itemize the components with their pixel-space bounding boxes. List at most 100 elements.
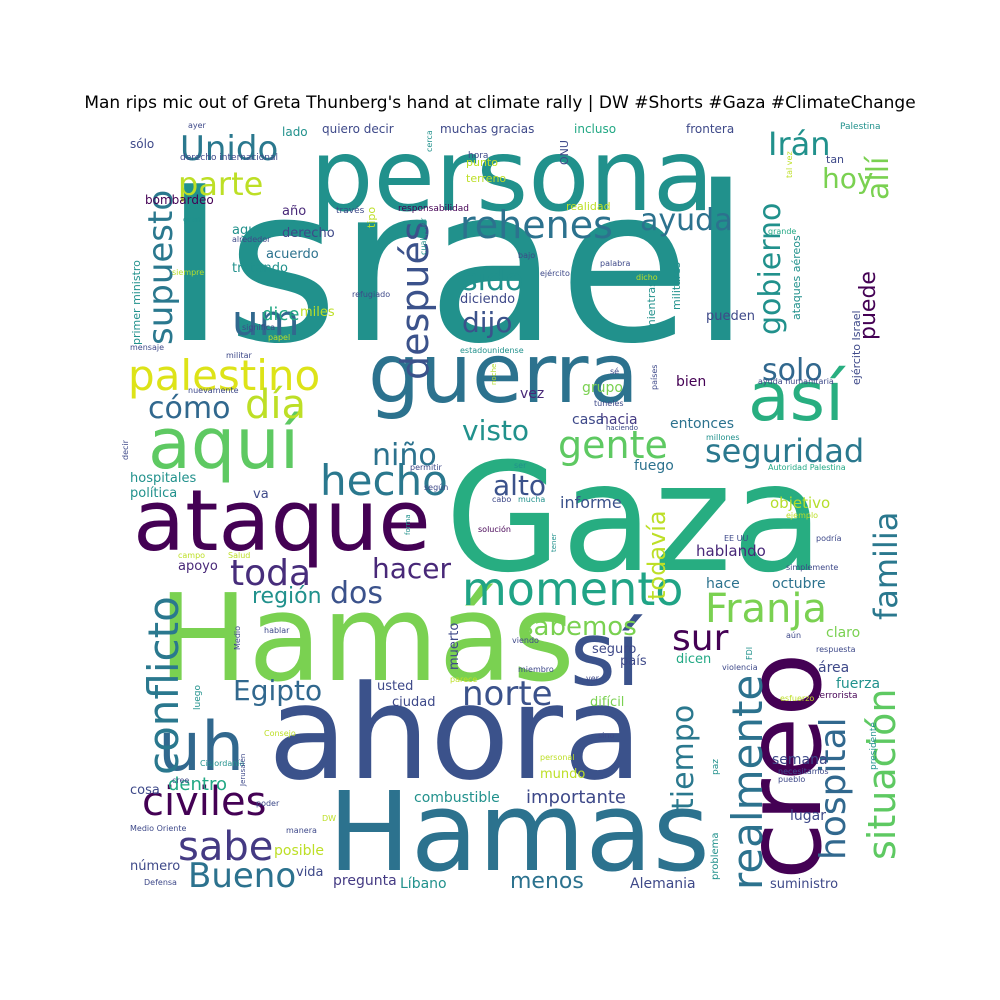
word-realmente: realmente xyxy=(723,675,772,890)
word-franja: Franja xyxy=(705,586,827,632)
word-dw: DW xyxy=(322,814,336,823)
word-realidad: realidad xyxy=(566,200,611,213)
word-aqui: aquí xyxy=(148,403,302,485)
word-grupo: grupo xyxy=(582,380,623,396)
word-dificil: difícil xyxy=(590,695,624,710)
word-importante: importante xyxy=(526,787,626,808)
word-conflicto: conflicto xyxy=(139,596,188,775)
word-hospital: hospital xyxy=(813,717,854,860)
word-creo: creo xyxy=(723,653,845,880)
word-como: cómo xyxy=(148,391,230,426)
word-terreno: terreno xyxy=(466,172,506,185)
word-cisjordania: Cisjordania xyxy=(200,759,245,768)
word-personal: personal xyxy=(540,753,575,762)
word-haciendo: haciendo xyxy=(606,424,638,432)
word-claro: claro xyxy=(826,625,860,641)
word-lado: lado xyxy=(282,125,308,139)
word-terrorista: terrorista xyxy=(816,691,858,701)
word-puede: puede xyxy=(856,271,881,340)
word-politica: política xyxy=(130,486,177,501)
word-violencia: violencia xyxy=(722,663,758,672)
word-derecho-internacional: derecho internacional xyxy=(180,153,278,163)
word-combustible: combustible xyxy=(414,790,500,806)
word-decir: decir xyxy=(121,439,130,460)
word-informe: informe xyxy=(560,493,622,512)
word-problema: problema xyxy=(710,832,721,880)
word-alrededor: alrededor xyxy=(232,235,271,244)
word-suministro: suministro xyxy=(770,877,838,892)
word-siempre: siempre xyxy=(172,268,204,277)
word-parece: parece xyxy=(450,675,477,684)
word-cree: cree xyxy=(172,776,189,785)
word-dentro: dentro xyxy=(168,774,227,795)
word-incluso: incluso xyxy=(574,122,616,136)
word-poder: poder xyxy=(256,799,280,808)
word-mundo: mundo xyxy=(540,767,585,782)
word-region: región xyxy=(252,584,322,609)
word-gente: gente xyxy=(558,423,668,467)
word-semana: semana xyxy=(772,752,828,768)
word-asi: así xyxy=(748,358,846,437)
word-jerusalen: Jerusalén xyxy=(239,754,247,787)
word-guerra: guerra xyxy=(368,327,639,422)
word-cerca: cerca xyxy=(425,130,434,152)
figure-title: Man rips mic out of Greta Thunberg's han… xyxy=(84,93,916,113)
word-libano: Líbano xyxy=(400,876,447,892)
word-dicen: dicen xyxy=(676,652,711,667)
word-viendo: viendo xyxy=(512,636,539,645)
word-gobierno: gobierno xyxy=(753,203,788,335)
word-bombardeo: bombardeo xyxy=(145,193,214,207)
word-hacer: hacer xyxy=(372,552,452,585)
word-civiles: civiles xyxy=(142,779,266,825)
word-momento: momento xyxy=(462,562,683,616)
word-hace: hace xyxy=(706,576,740,592)
word-iran: Irán xyxy=(768,125,830,163)
word-hora: hora xyxy=(468,151,488,161)
word-sino: sino xyxy=(598,731,614,740)
word-salud: Salud xyxy=(228,551,250,560)
word-primer-ministro: primer ministro xyxy=(130,260,143,345)
word-solucion: solución xyxy=(478,524,511,534)
word-responsabilidad: responsabilidad xyxy=(398,204,469,214)
word-hamas: Hamás xyxy=(158,570,575,709)
word-papel: papel xyxy=(268,333,290,342)
word-ee-uu: EE UU xyxy=(724,534,749,543)
word-consejo: Consejo xyxy=(264,729,296,738)
word-quiero-decir: quiero decir xyxy=(322,122,394,136)
word-tal-vez: tal vez xyxy=(785,151,794,178)
word-miembro: miembro xyxy=(518,665,554,674)
word-tipo: tipo xyxy=(365,207,378,228)
word-despues: después xyxy=(393,221,437,380)
word-seguridad: seguridad xyxy=(705,432,864,470)
word-medio: Medio xyxy=(233,626,242,650)
word-dicho: dicho xyxy=(636,273,658,282)
word-alemania: Alemania xyxy=(630,876,696,892)
word-gran: gran xyxy=(183,215,201,224)
word-nino: niño xyxy=(372,438,437,473)
word-si: sí xyxy=(570,603,643,706)
word-hamas: Hamas xyxy=(328,768,710,896)
word-mensaje: mensaje xyxy=(130,343,164,352)
word-agua: agua xyxy=(232,223,264,238)
word-ayuda: ayuda xyxy=(640,203,733,238)
word-presidente: presidente xyxy=(869,722,879,770)
word-vez: vez xyxy=(520,386,544,402)
word-pais: país xyxy=(620,654,647,669)
word-vida: vida xyxy=(296,865,324,880)
word-entonces: entonces xyxy=(670,416,734,432)
word-toda: toda xyxy=(230,553,311,594)
word-rehenes: rehenes xyxy=(460,203,613,247)
word-tuneles: túneles xyxy=(594,399,624,408)
word-militares: militares xyxy=(670,262,683,310)
word-tiempo: tiempo xyxy=(666,705,701,810)
word-respuesta: respuesta xyxy=(816,645,856,654)
word-necesitamos: necesitamos xyxy=(778,767,829,776)
word-ejemplo: ejemplo xyxy=(786,511,818,520)
word-esfuerzo: esfuerzo xyxy=(780,694,814,703)
word-bien: bien xyxy=(676,374,706,390)
word-militar: militar xyxy=(226,351,253,360)
word-tratando: tratando xyxy=(232,261,288,276)
word-fuego: fuego xyxy=(634,458,674,474)
word-millones: millones xyxy=(706,433,740,442)
word-acuerdo: acuerdo xyxy=(266,247,319,262)
